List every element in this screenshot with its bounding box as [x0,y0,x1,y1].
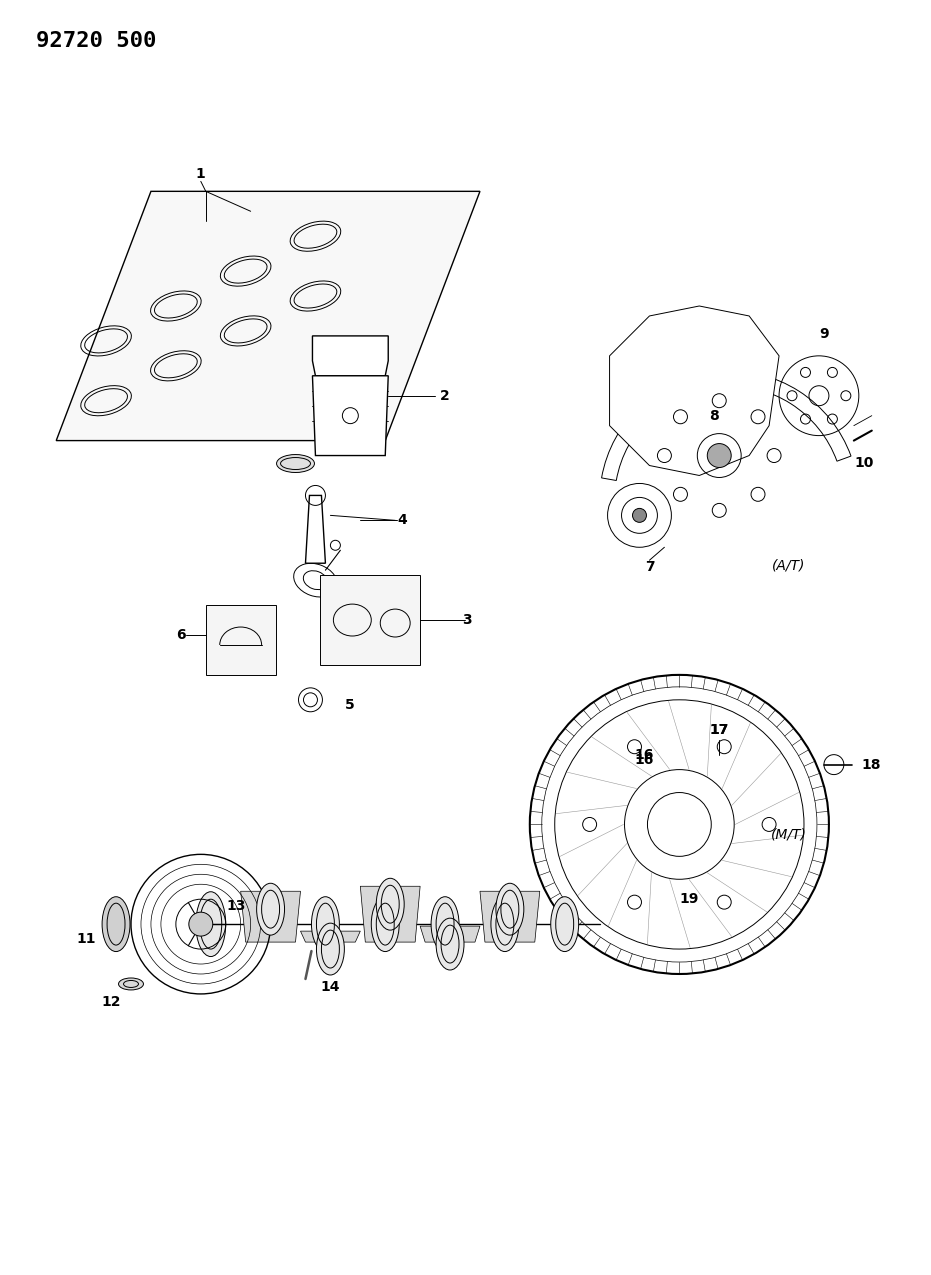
Polygon shape [313,335,388,376]
Ellipse shape [496,884,524,935]
Ellipse shape [436,918,464,970]
Ellipse shape [312,896,340,951]
Text: 8: 8 [709,409,719,423]
FancyBboxPatch shape [320,575,420,666]
Text: 2: 2 [440,389,450,403]
Text: 11: 11 [76,932,96,946]
Polygon shape [56,191,480,441]
Ellipse shape [371,896,399,951]
Circle shape [708,444,731,468]
Ellipse shape [431,896,459,951]
Text: 19: 19 [680,892,699,907]
Ellipse shape [257,884,285,935]
Polygon shape [420,926,480,942]
Text: 1: 1 [196,167,206,181]
FancyBboxPatch shape [206,606,276,674]
Text: (A/T): (A/T) [773,558,805,572]
Ellipse shape [317,923,344,975]
Text: 6: 6 [176,629,186,643]
Polygon shape [241,891,301,942]
Text: (M/T): (M/T) [771,827,807,842]
Text: 16: 16 [635,747,654,761]
Text: 17: 17 [709,723,729,737]
Ellipse shape [491,896,519,951]
Ellipse shape [102,896,130,951]
Wedge shape [601,371,851,481]
Polygon shape [313,376,388,455]
Text: 10: 10 [854,455,873,469]
Polygon shape [301,931,360,942]
Text: 18: 18 [862,757,882,771]
Text: 3: 3 [462,613,472,627]
Polygon shape [610,306,779,476]
Circle shape [632,509,646,523]
Circle shape [189,912,213,936]
Text: 12: 12 [101,994,121,1009]
Polygon shape [480,891,540,942]
Ellipse shape [551,896,579,951]
Text: 5: 5 [345,697,355,711]
Ellipse shape [196,891,225,956]
Ellipse shape [277,455,315,473]
Text: 15: 15 [445,932,465,946]
Polygon shape [360,886,420,942]
Polygon shape [305,496,326,564]
Text: 17: 17 [709,723,729,737]
Text: 7: 7 [644,560,654,574]
Text: 16: 16 [635,752,654,766]
Text: 92720 500: 92720 500 [36,31,156,51]
Ellipse shape [376,878,404,931]
Text: 13: 13 [226,899,246,913]
Text: 14: 14 [320,980,340,994]
Ellipse shape [118,978,143,989]
Text: 4: 4 [398,514,407,528]
Text: 9: 9 [819,326,829,340]
